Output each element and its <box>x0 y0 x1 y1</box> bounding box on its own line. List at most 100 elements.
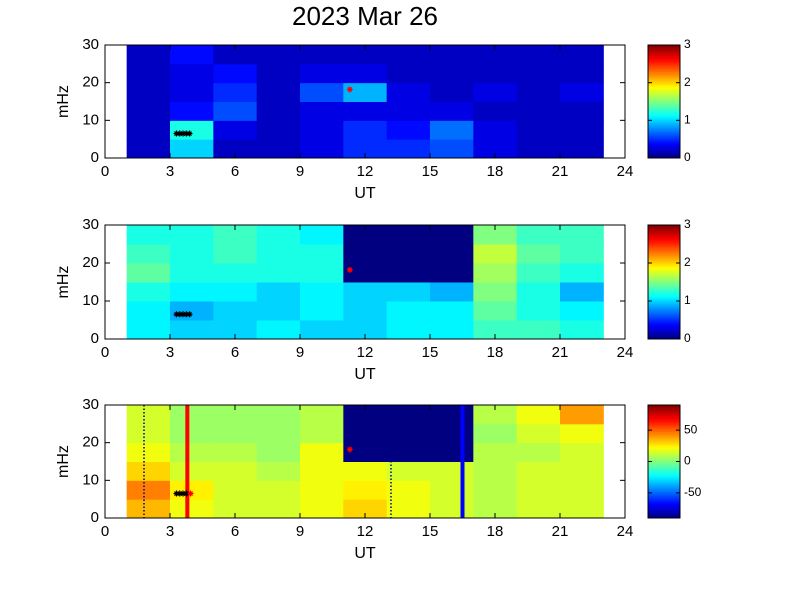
colorbar-step <box>648 438 680 441</box>
x-tick-label: 12 <box>357 163 374 180</box>
colorbar-step <box>648 233 680 237</box>
marker <box>346 86 353 93</box>
colorbar-step <box>648 514 680 517</box>
colorbar-step <box>648 246 680 249</box>
colorbar-step <box>648 131 680 134</box>
colorbar-step <box>648 145 680 148</box>
y-tick-label: 30 <box>82 396 99 413</box>
colorbar-step <box>648 516 680 519</box>
heatmap-cell <box>386 63 431 84</box>
heatmap-cell <box>256 442 301 462</box>
colorbar-step <box>648 333 680 336</box>
heatmap-cell <box>560 244 604 264</box>
heatmap-cell <box>256 139 301 159</box>
colorbar-step <box>648 512 680 515</box>
x-tick-label: 0 <box>101 163 109 180</box>
colorbar-step <box>648 489 680 492</box>
colorbar-step <box>648 445 680 448</box>
colorbar-step <box>648 480 680 484</box>
heatmap-cell <box>473 320 518 340</box>
colorbar-step <box>648 97 680 101</box>
colorbar-step <box>648 255 680 258</box>
x-tick-label: 15 <box>422 344 439 361</box>
colorbar-step <box>648 429 680 432</box>
colorbar-step <box>648 147 680 150</box>
colorbar-step <box>648 408 680 411</box>
colorbar-step <box>648 60 680 64</box>
colorbar-step <box>648 122 680 125</box>
heatmap-cell <box>430 120 474 140</box>
heatmap-cell <box>516 423 561 444</box>
x-tick-label: 0 <box>101 344 109 361</box>
colorbar-step <box>648 110 680 113</box>
x-tick-label: 15 <box>422 163 439 180</box>
colorbar-tick-label: 0 <box>684 150 691 164</box>
x-tick-label: 24 <box>617 523 634 540</box>
heatmap-cell <box>473 120 518 140</box>
x-tick-label: 12 <box>357 523 374 540</box>
colorbar-step <box>648 502 680 505</box>
colorbar-step <box>648 120 680 124</box>
heatmap-cell <box>170 139 214 159</box>
colorbar-step <box>648 124 680 127</box>
colorbar-step <box>648 101 680 104</box>
colorbar-step <box>648 46 680 49</box>
heatmap-cell <box>343 63 388 84</box>
heatmap-cell <box>256 480 301 500</box>
y-tick-label: 30 <box>82 36 99 53</box>
heatmap-cell <box>473 423 518 444</box>
colorbar-step <box>648 507 680 510</box>
colorbar-step <box>648 140 680 143</box>
colorbar-tick-label: -50 <box>684 485 702 499</box>
heatmap-cell <box>430 282 474 302</box>
heatmap-cell <box>430 45 474 65</box>
y-tick-label: 30 <box>82 216 99 233</box>
heatmap-cell <box>170 480 214 500</box>
heatmap-cell <box>170 405 214 425</box>
colorbar-step <box>648 282 680 285</box>
heatmap-cell <box>126 499 171 519</box>
heatmap-cell <box>516 442 561 462</box>
x-tick-label: 21 <box>552 344 569 361</box>
colorbar-step <box>648 443 680 447</box>
heatmap-cell <box>473 263 518 283</box>
colorbar-step <box>648 465 680 468</box>
y-axis-label: mHz <box>55 266 72 299</box>
colorbar-step <box>648 258 680 262</box>
x-axis-label: UT <box>354 366 376 383</box>
colorbar-step <box>648 463 680 466</box>
colorbar-step <box>648 87 680 90</box>
heatmap-cell <box>516 301 561 321</box>
heatmap-cell <box>170 225 214 245</box>
colorbar-step <box>648 314 680 317</box>
heatmap-cell <box>213 405 258 425</box>
y-tick-label: 20 <box>82 254 99 271</box>
colorbar-step <box>648 64 680 67</box>
x-tick-label: 3 <box>166 523 174 540</box>
colorbar-step <box>648 119 680 122</box>
heatmap-cell <box>300 82 344 102</box>
colorbar-tick-label: 50 <box>684 422 698 436</box>
colorbar-step <box>648 447 680 450</box>
heatmap-cell <box>343 45 388 65</box>
x-tick-label: 3 <box>166 163 174 180</box>
colorbar-step <box>648 303 680 306</box>
heatmap-cell <box>430 320 474 340</box>
colorbar-step <box>648 299 680 302</box>
heatmap-cell <box>473 225 518 245</box>
heatmap-cell <box>213 244 258 264</box>
heatmap-cell <box>560 82 604 102</box>
colorbar-step <box>648 154 680 157</box>
heatmap-cell <box>343 405 388 425</box>
x-tick-label: 9 <box>296 523 304 540</box>
heatmap-cell <box>343 480 388 500</box>
heatmap-cell <box>560 442 604 462</box>
colorbar-step <box>648 449 680 452</box>
colorbar-step <box>648 103 680 106</box>
colorbar-step <box>648 431 680 434</box>
colorbar-step <box>648 419 680 422</box>
colorbar-step <box>648 317 680 320</box>
heatmap-cell <box>430 139 474 159</box>
colorbar-step <box>648 226 680 229</box>
colorbar-step <box>648 426 680 429</box>
